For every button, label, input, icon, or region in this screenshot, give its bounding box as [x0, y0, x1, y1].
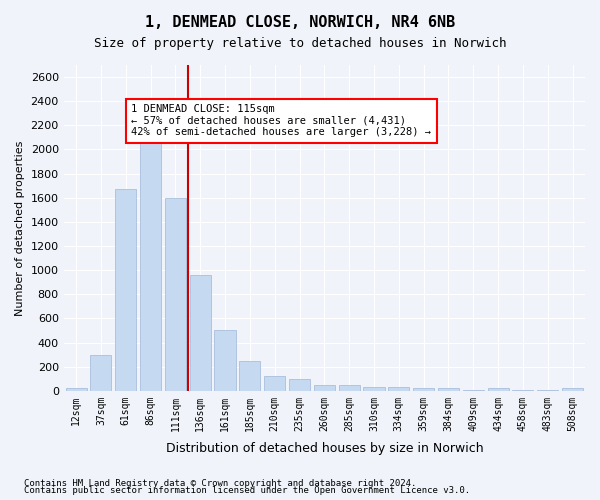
Bar: [115, 190, 136, 391]
Bar: [214, 330, 236, 391]
Bar: [165, 198, 186, 391]
Bar: [488, 388, 509, 391]
Bar: [364, 387, 385, 391]
Bar: [314, 384, 335, 391]
Bar: [537, 390, 559, 391]
Text: Contains HM Land Registry data © Crown copyright and database right 2024.: Contains HM Land Registry data © Crown c…: [24, 478, 416, 488]
Bar: [388, 386, 409, 391]
Bar: [438, 388, 459, 391]
Bar: [65, 388, 86, 391]
Text: Size of property relative to detached houses in Norwich: Size of property relative to detached ho…: [94, 38, 506, 51]
Bar: [413, 388, 434, 391]
Text: 1, DENMEAD CLOSE, NORWICH, NR4 6NB: 1, DENMEAD CLOSE, NORWICH, NR4 6NB: [145, 15, 455, 30]
Bar: [91, 354, 112, 391]
Bar: [140, 132, 161, 391]
Text: Contains public sector information licensed under the Open Government Licence v3: Contains public sector information licen…: [24, 486, 470, 495]
Bar: [289, 378, 310, 391]
Bar: [239, 360, 260, 391]
Bar: [463, 390, 484, 391]
Bar: [264, 376, 285, 391]
Bar: [338, 384, 360, 391]
Bar: [512, 390, 533, 391]
Text: 1 DENMEAD CLOSE: 115sqm
← 57% of detached houses are smaller (4,431)
42% of semi: 1 DENMEAD CLOSE: 115sqm ← 57% of detache…: [131, 104, 431, 138]
Y-axis label: Number of detached properties: Number of detached properties: [15, 140, 25, 316]
Bar: [562, 388, 583, 391]
X-axis label: Distribution of detached houses by size in Norwich: Distribution of detached houses by size …: [166, 442, 483, 455]
Bar: [190, 275, 211, 391]
